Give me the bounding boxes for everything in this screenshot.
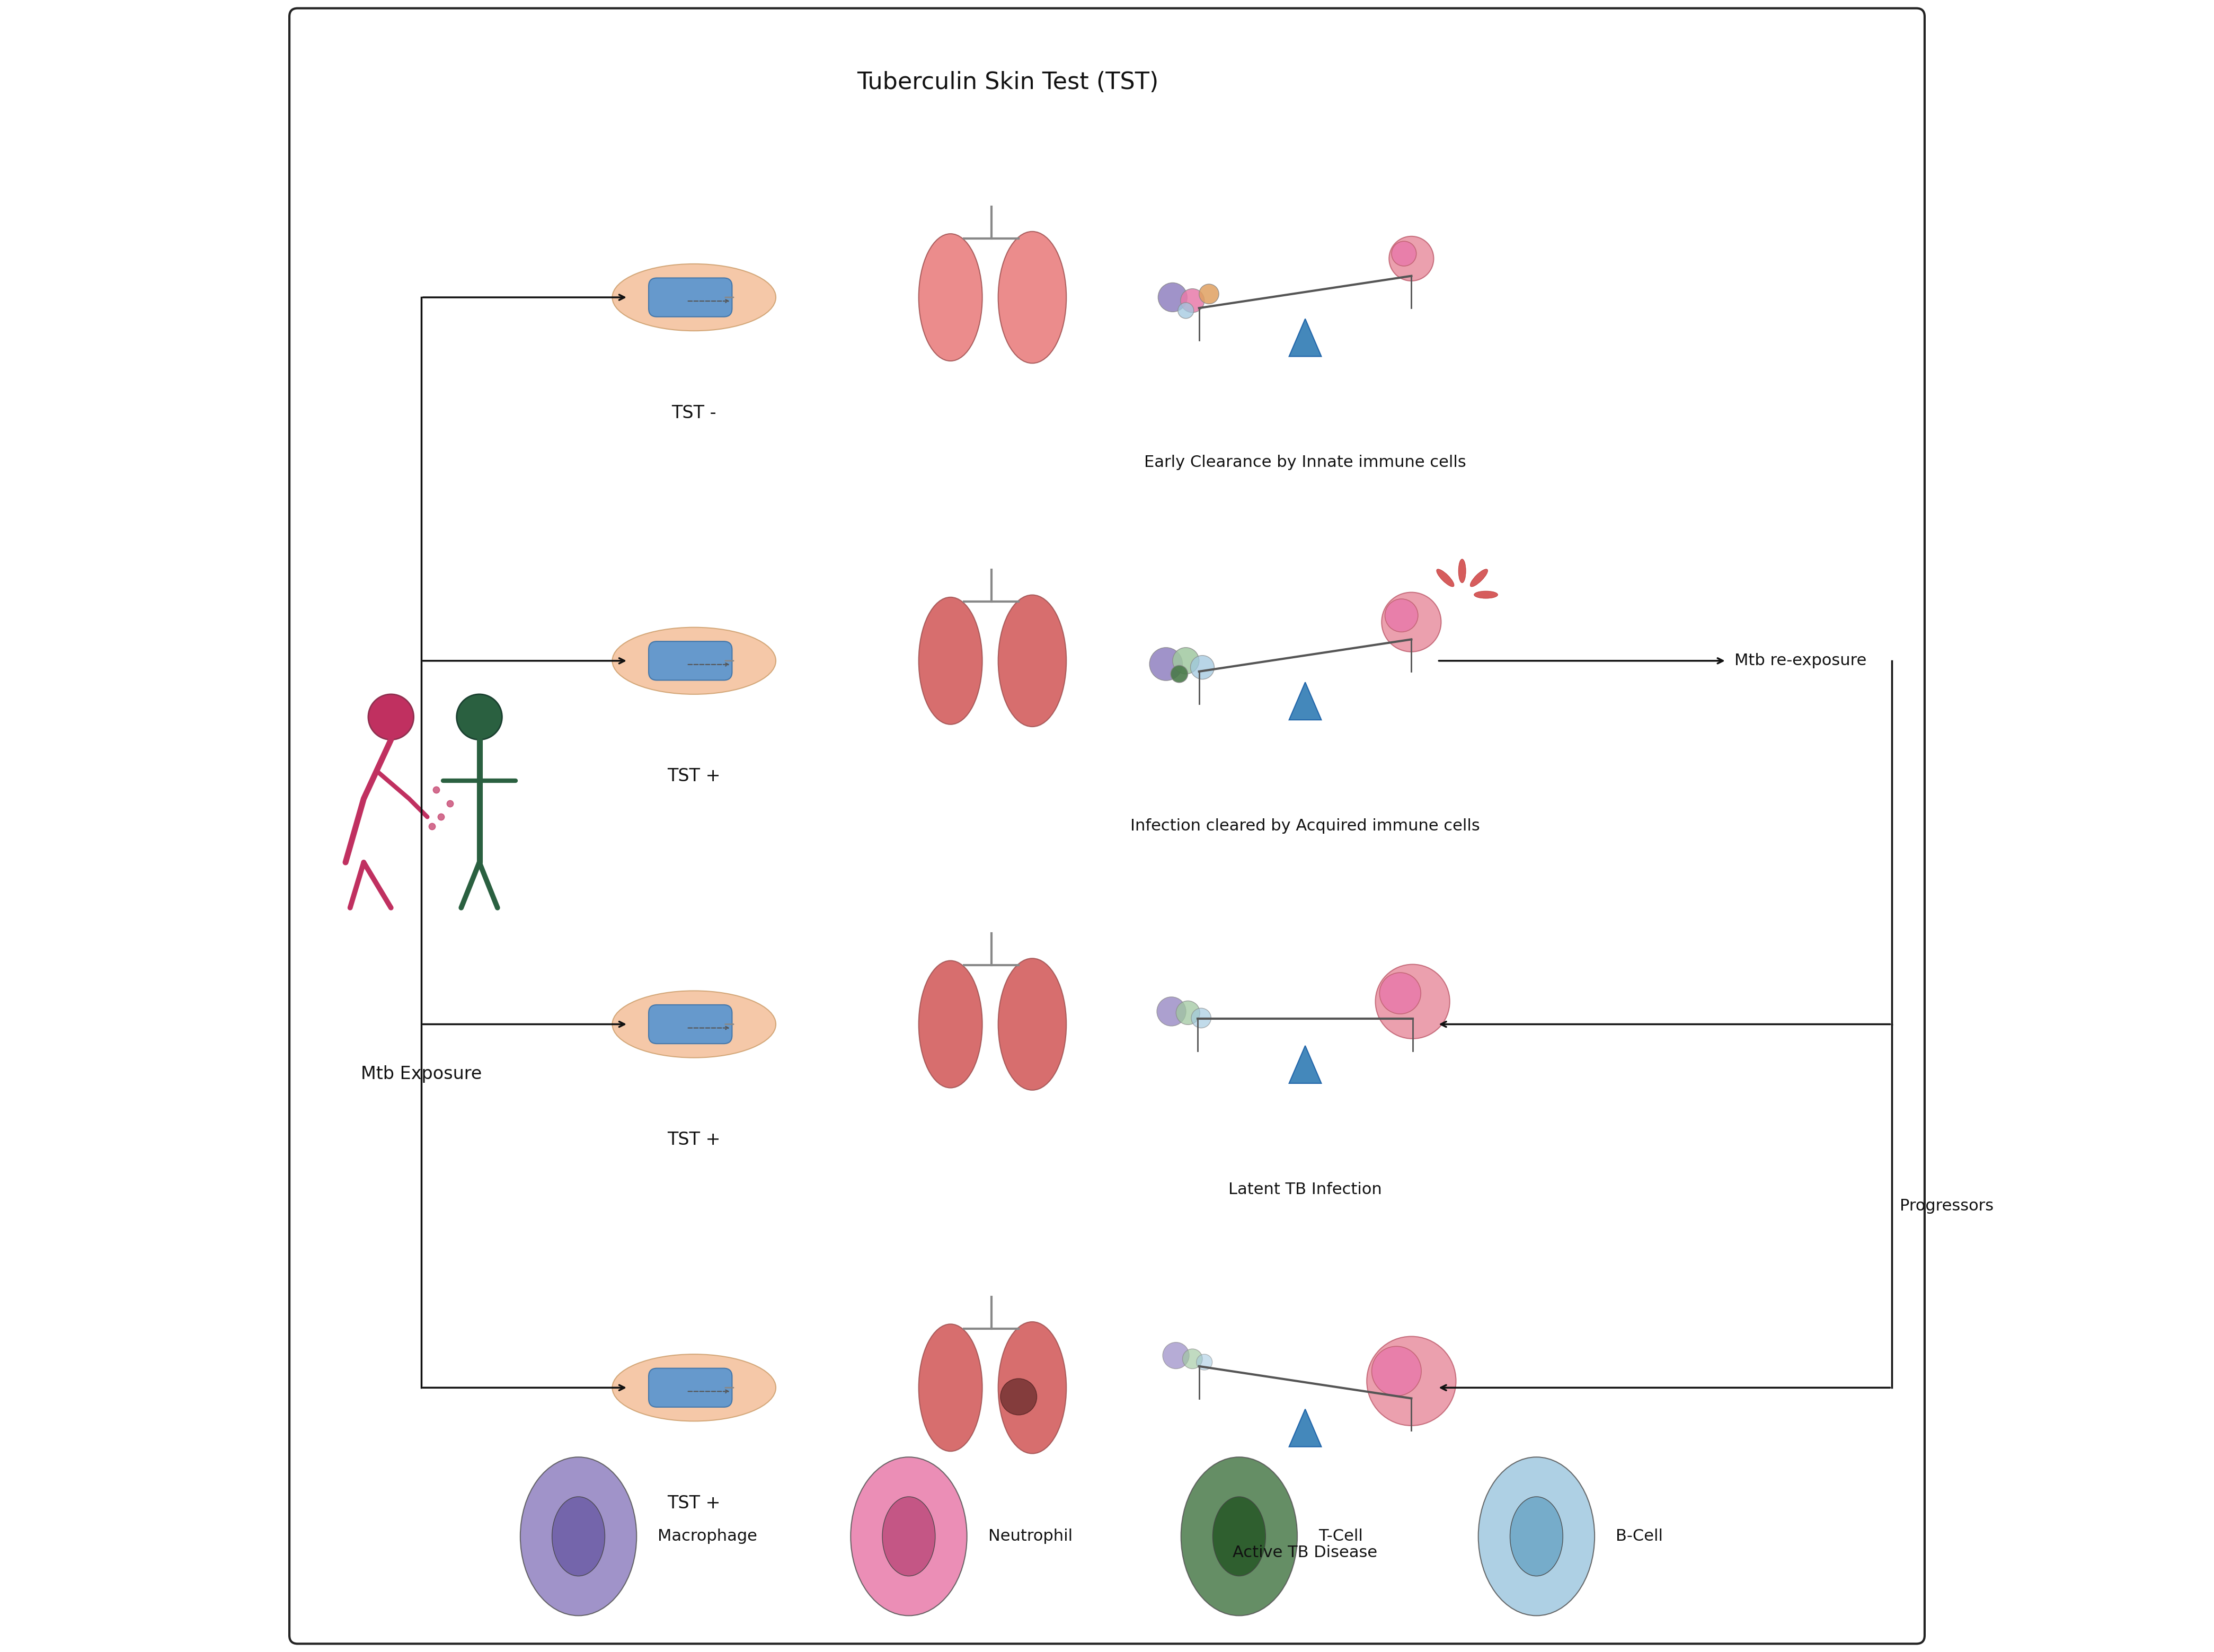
Circle shape [1158, 282, 1187, 312]
Ellipse shape [999, 595, 1067, 727]
Ellipse shape [1213, 1497, 1266, 1576]
FancyBboxPatch shape [649, 1368, 733, 1408]
Circle shape [1382, 593, 1441, 653]
Circle shape [1149, 648, 1182, 681]
Ellipse shape [919, 1325, 983, 1450]
Text: Active TB Disease: Active TB Disease [1233, 1545, 1377, 1561]
Text: Progressors: Progressors [1900, 1198, 1993, 1214]
Ellipse shape [613, 264, 775, 330]
Text: TST +: TST + [666, 768, 722, 785]
Ellipse shape [1510, 1497, 1563, 1576]
Circle shape [1182, 1350, 1202, 1370]
Polygon shape [1289, 682, 1322, 720]
FancyBboxPatch shape [649, 1004, 733, 1044]
Text: Latent TB Infection: Latent TB Infection [1229, 1181, 1382, 1198]
Ellipse shape [1470, 568, 1488, 586]
Circle shape [1162, 1343, 1189, 1370]
Ellipse shape [999, 1322, 1067, 1454]
Text: Infection cleared by Acquired immune cells: Infection cleared by Acquired immune cel… [1131, 818, 1479, 834]
Text: Mtb Exposure: Mtb Exposure [361, 1066, 483, 1082]
Ellipse shape [919, 960, 983, 1087]
Ellipse shape [919, 233, 983, 362]
Polygon shape [1289, 1046, 1322, 1084]
Circle shape [711, 1018, 724, 1031]
Ellipse shape [1459, 558, 1466, 583]
Ellipse shape [1180, 1457, 1297, 1616]
Circle shape [1366, 1336, 1457, 1426]
Circle shape [456, 694, 503, 740]
Text: TST +: TST + [666, 1132, 722, 1148]
Circle shape [1373, 1346, 1421, 1396]
Ellipse shape [1475, 591, 1499, 598]
Circle shape [1176, 1001, 1200, 1024]
Polygon shape [1289, 319, 1322, 357]
Ellipse shape [613, 628, 775, 694]
Point [418, 776, 454, 803]
FancyBboxPatch shape [649, 641, 733, 681]
Circle shape [1173, 648, 1200, 674]
Circle shape [1158, 996, 1187, 1026]
Circle shape [1196, 1355, 1213, 1370]
Circle shape [1191, 656, 1213, 679]
Ellipse shape [613, 1355, 775, 1421]
Ellipse shape [551, 1497, 604, 1576]
Circle shape [1393, 241, 1417, 266]
Ellipse shape [520, 1457, 638, 1616]
Circle shape [1386, 600, 1417, 633]
Text: TST -: TST - [671, 405, 717, 421]
Text: Macrophage: Macrophage [658, 1528, 757, 1545]
Text: B-Cell: B-Cell [1616, 1528, 1663, 1545]
Text: Mtb re-exposure: Mtb re-exposure [1734, 653, 1866, 669]
Ellipse shape [999, 231, 1067, 363]
Text: Early Clearance by Innate immune cells: Early Clearance by Innate immune cells [1145, 454, 1466, 471]
Ellipse shape [850, 1457, 968, 1616]
FancyBboxPatch shape [290, 8, 1924, 1644]
Polygon shape [1289, 1409, 1322, 1447]
Ellipse shape [1479, 1457, 1594, 1616]
Text: Tuberculin Skin Test (TST): Tuberculin Skin Test (TST) [857, 71, 1158, 94]
Point [414, 813, 449, 839]
Circle shape [711, 654, 724, 667]
Circle shape [1379, 973, 1421, 1014]
Circle shape [1200, 284, 1220, 304]
Ellipse shape [883, 1497, 934, 1576]
Ellipse shape [999, 958, 1067, 1090]
Circle shape [1171, 666, 1189, 682]
Text: TST +: TST + [666, 1495, 722, 1512]
Text: Neutrophil: Neutrophil [987, 1528, 1072, 1545]
Circle shape [368, 694, 414, 740]
Circle shape [711, 1381, 724, 1394]
FancyBboxPatch shape [649, 278, 733, 317]
Circle shape [1375, 965, 1450, 1039]
Circle shape [1388, 236, 1435, 281]
Ellipse shape [613, 991, 775, 1057]
Circle shape [1191, 1008, 1211, 1028]
Text: T-Cell: T-Cell [1317, 1528, 1364, 1545]
Circle shape [1178, 302, 1193, 319]
Circle shape [1001, 1378, 1036, 1414]
Point [432, 790, 467, 816]
Ellipse shape [1437, 568, 1455, 586]
Ellipse shape [919, 598, 983, 725]
Circle shape [1180, 289, 1204, 312]
Point [423, 805, 458, 831]
